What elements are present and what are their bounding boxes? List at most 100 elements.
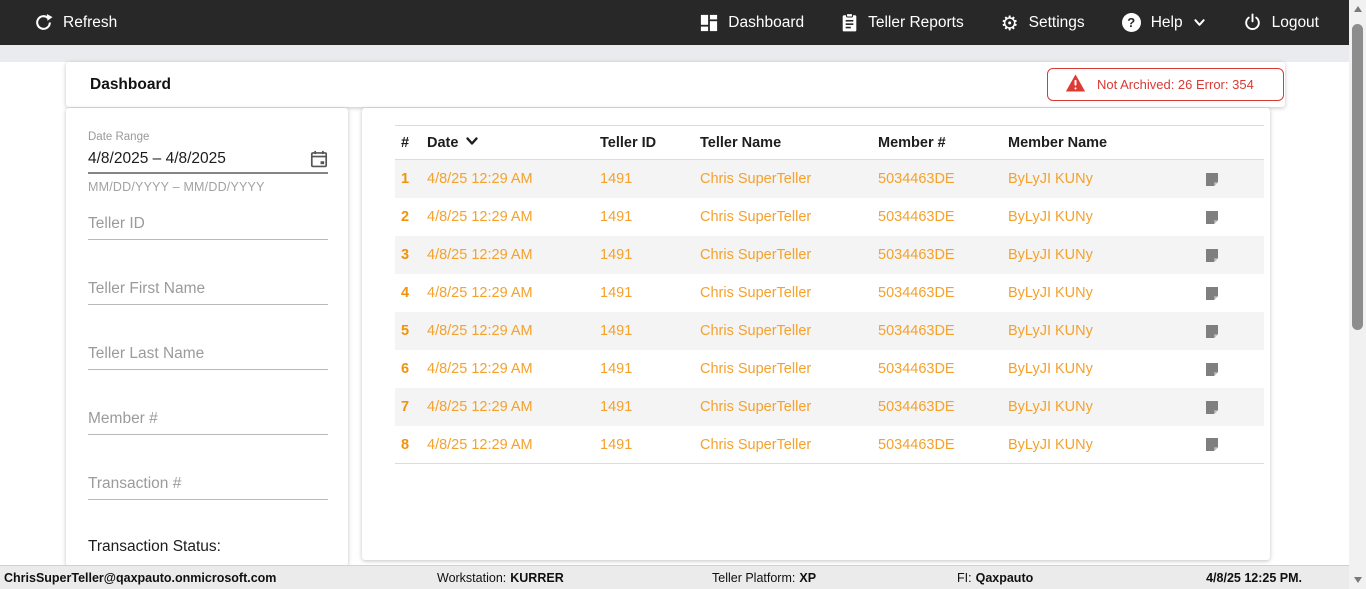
workstation-value: KURRER [510,570,564,585]
status-bar: ChrisSuperTeller@qaxpauto.onmicrosoft.co… [0,565,1349,589]
cell-date: 4/8/25 12:29 AM [427,171,533,187]
nav-item-settings[interactable]: ⚙ Settings [1001,13,1085,33]
workstation-status: Workstation: KURRER [437,566,564,589]
scroll-down-arrow[interactable] [1349,573,1366,587]
note-icon[interactable] [1199,324,1219,339]
transaction-number-input[interactable] [88,468,328,500]
nav-item-label: Dashboard [728,13,805,31]
cell-date: 4/8/25 12:29 AM [427,399,533,415]
cell-num: 3 [401,247,410,263]
note-icon[interactable] [1199,172,1219,187]
note-icon[interactable] [1199,362,1219,377]
table-header-row: # Date Teller ID Teller Name Member # Me… [395,125,1264,160]
cell-date: 4/8/25 12:29 AM [427,323,533,339]
cell-num: 8 [401,436,410,453]
cell-member_name: ByLyJI KUNy [1008,436,1093,453]
cell-member_num: 5034463DE [878,209,955,225]
nav-item-label: Teller Reports [868,13,964,31]
teller-first-name-input[interactable] [88,273,328,305]
col-header-number[interactable]: # [401,134,410,151]
note-icon[interactable] [1199,437,1219,452]
results-card: # Date Teller ID Teller Name Member # Me… [362,108,1270,560]
scrollbar-thumb[interactable] [1352,24,1363,330]
top-nav-bar: Refresh Dashboard Teller [0,0,1349,45]
gear-icon: ⚙ [1000,10,1019,35]
calendar-icon[interactable] [310,150,328,168]
table-row[interactable]: 2 4/8/25 12:29 AM 1491 Chris SuperTeller 503… [395,198,1264,236]
nav-right-group: Dashboard Teller Reports ⚙ Settings ? He… [700,13,1319,33]
cell-num: 2 [401,209,410,225]
archive-error-alert: Not Archived: 26 Error: 354 [1047,68,1284,101]
cell-num: 1 [401,171,410,187]
note-icon[interactable] [1199,210,1219,225]
nav-item-label: Settings [1028,13,1085,31]
note-icon[interactable] [1199,286,1219,301]
refresh-icon [34,13,53,32]
date-range-field [88,146,328,174]
col-header-date[interactable]: Date [421,134,594,152]
table-body: 1 4/8/25 12:29 AM 1491 Chris SuperTeller 503… [395,160,1264,464]
cell-teller_id: 1491 [600,436,633,453]
date-format-hint: MM/DD/YYYY – MM/DD/YYYY [88,180,265,194]
table-row[interactable]: 8 4/8/25 12:29 AM 1491 Chris SuperTeller 503… [395,426,1264,464]
cell-member_num: 5034463DE [878,399,955,415]
cell-teller_id: 1491 [600,361,633,377]
teller-id-input[interactable] [88,208,328,240]
cell-member_name: ByLyJI KUNy [1008,247,1093,263]
cell-member_num: 5034463DE [878,436,955,453]
table-row[interactable]: 6 4/8/25 12:29 AM 1491 Chris SuperTeller 503… [395,350,1264,388]
cell-num: 6 [401,361,410,377]
power-icon [1243,13,1262,32]
cell-num: 4 [401,285,410,301]
subheader-band [0,45,1349,62]
note-icon[interactable] [1199,248,1219,263]
nav-item-label: Logout [1271,13,1319,31]
teller-last-name-input[interactable] [88,338,328,370]
platform-value: XP [799,570,817,585]
nav-item-teller-reports[interactable]: Teller Reports [841,13,964,32]
note-icon[interactable] [1199,400,1219,415]
cell-teller_name: Chris SuperTeller [700,209,812,225]
clipboard-icon [841,13,858,32]
cell-teller_id: 1491 [600,399,633,415]
date-range-input[interactable] [88,150,310,168]
table-row[interactable]: 4 4/8/25 12:29 AM 1491 Chris SuperTeller 503… [395,274,1264,312]
filters-sidebar: Date Range MM/DD/YYYY – MM/DD/YYYY Trans… [66,108,348,566]
table-row[interactable]: 5 4/8/25 12:29 AM 1491 Chris SuperTeller 503… [395,312,1264,350]
cell-member_num: 5034463DE [878,247,955,263]
help-circle-icon: ? [1121,13,1141,32]
cell-date: 4/8/25 12:29 AM [427,285,533,301]
date-range-label: Date Range [88,131,150,143]
cell-member_num: 5034463DE [878,171,955,187]
nav-item-logout[interactable]: Logout [1243,13,1319,32]
col-header-teller-name[interactable]: Teller Name [700,134,782,151]
cell-teller_id: 1491 [600,285,633,301]
cell-date: 4/8/25 12:29 AM [427,247,533,263]
member-number-input[interactable] [88,403,328,435]
col-header-teller-id[interactable]: Teller ID [600,134,657,151]
nav-item-dashboard[interactable]: Dashboard [700,14,804,32]
cell-teller_id: 1491 [600,209,633,225]
cell-teller_name: Chris SuperTeller [700,436,812,453]
refresh-label: Refresh [63,13,118,31]
table-row[interactable]: 3 4/8/25 12:29 AM 1491 Chris SuperTeller 503… [395,236,1264,274]
refresh-button[interactable]: Refresh [34,13,117,32]
cell-num: 5 [401,323,410,339]
table-row[interactable]: 1 4/8/25 12:29 AM 1491 Chris SuperTeller 503… [395,160,1264,198]
cell-member_name: ByLyJI KUNy [1008,285,1093,301]
cell-member_name: ByLyJI KUNy [1008,361,1093,377]
logged-in-user: ChrisSuperTeller@qaxpauto.onmicrosoft.co… [4,570,277,585]
cell-member_num: 5034463DE [878,285,955,301]
transaction-status-label: Transaction Status: [88,538,221,555]
table-row[interactable]: 7 4/8/25 12:29 AM 1491 Chris SuperTeller 503… [395,388,1264,426]
chevron-down-icon [1193,16,1206,29]
col-header-date-label: Date [427,134,459,151]
scroll-up-arrow[interactable] [1349,2,1366,16]
cell-teller_name: Chris SuperTeller [700,399,812,415]
cell-member_name: ByLyJI KUNy [1008,399,1093,415]
col-header-member-name[interactable]: Member Name [1008,134,1108,151]
warning-triangle-icon [1065,73,1086,96]
col-header-member-number[interactable]: Member # [878,134,946,151]
nav-item-help[interactable]: ? Help [1121,13,1206,32]
workstation-label: Workstation: [437,570,507,585]
